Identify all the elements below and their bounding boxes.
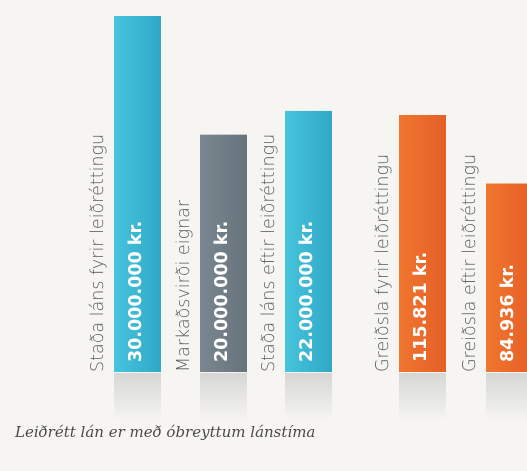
bars-layer — [114, 16, 527, 421]
bar-payment-5 — [486, 183, 527, 372]
bar-reflection-2 — [200, 373, 247, 421]
bar-category-label: Staða láns eftir leiðréttingu — [259, 133, 279, 372]
bar-value-label: 30.000.000 kr. — [126, 220, 146, 362]
bar-reflection-4 — [399, 373, 446, 421]
bar-value-label: 20.000.000 kr. — [212, 220, 232, 362]
bar-value-label: 84.936 kr. — [498, 263, 518, 362]
bar-payment-4 — [399, 115, 446, 372]
chart-caption: Leiðrétt lán er með óbreyttum lánstíma — [15, 423, 316, 441]
bar-reflection-1 — [114, 373, 161, 421]
bar-market-2 — [200, 134, 247, 372]
bar-reflection-3 — [285, 373, 332, 421]
bar-reflection-5 — [486, 373, 527, 421]
bar-value-label: 22.000.000 kr. — [297, 220, 317, 362]
bar-loan-3 — [285, 110, 332, 372]
bar-category-label: Greiðsla fyrir leiðréttingu — [373, 153, 393, 372]
bar-category-label: Markaðsvirði eignar — [174, 199, 194, 372]
bar-category-label: Staða láns fyrir leiðréttingu — [88, 133, 108, 372]
bar-loan-1 — [114, 16, 161, 372]
bar-category-label: Greiðsla eftir leiðréttingu — [460, 153, 480, 372]
bar-value-label: 115.821 kr. — [411, 251, 431, 362]
